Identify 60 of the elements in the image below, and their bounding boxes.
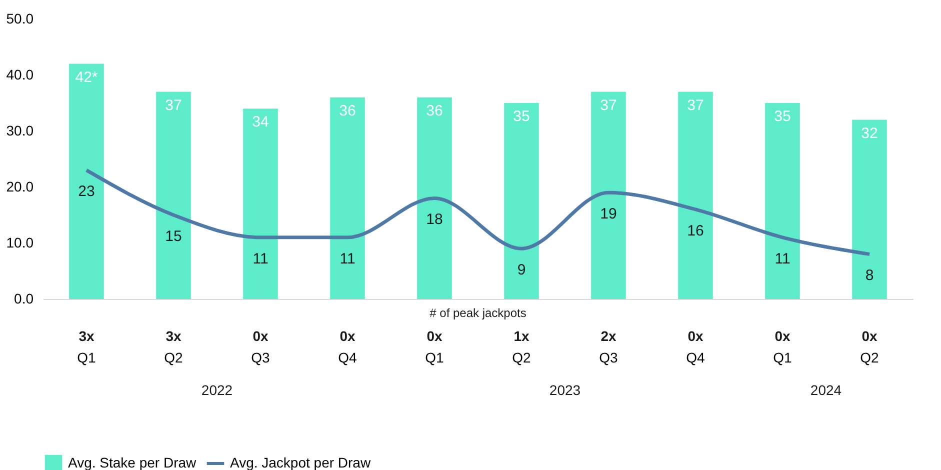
data-label: 34 — [252, 114, 269, 131]
text: # of peak jackpots — [430, 306, 526, 320]
data-label: 35 — [513, 108, 530, 125]
bar — [852, 120, 887, 299]
data-label: 11 — [340, 250, 356, 268]
x-tick-label: Q1 — [425, 350, 444, 366]
bar — [69, 64, 104, 299]
x-tick-label: Q2 — [164, 350, 184, 366]
x-tick-label: Q2 — [860, 350, 880, 366]
data-label: 9 — [517, 262, 526, 279]
text: 2023 — [549, 382, 581, 398]
bar — [243, 108, 278, 299]
text: 0x — [774, 328, 790, 344]
bar — [330, 97, 365, 299]
text: 0x — [426, 328, 442, 344]
y-tick-label: 0.0 — [14, 290, 34, 306]
x-tick-label: Q2 — [512, 350, 532, 366]
data-label: 19 — [600, 206, 617, 223]
x-tick-label: Q1 — [77, 350, 96, 366]
data-label: 37 — [600, 96, 617, 114]
bar — [765, 103, 800, 299]
text: 3x — [78, 328, 94, 344]
data-label: 11 — [252, 250, 268, 268]
y-tick-label: 10.0 — [6, 234, 34, 250]
data-label: 18 — [426, 211, 443, 228]
y-tick-label: 30.0 — [6, 122, 34, 138]
text: 0x — [340, 328, 356, 344]
text: 0x — [252, 328, 268, 344]
data-label: 23 — [78, 183, 95, 200]
text: 0x — [862, 328, 878, 344]
data-label: 15 — [165, 228, 182, 245]
text: 1x — [514, 328, 530, 344]
data-label: 35 — [774, 108, 791, 125]
data-label: 42* — [75, 68, 98, 86]
y-tick-label: 50.0 — [6, 10, 34, 26]
bar — [417, 97, 452, 299]
text: 2022 — [201, 382, 233, 398]
data-label: 36 — [339, 102, 356, 120]
y-tick-label: 40.0 — [6, 66, 34, 82]
x-tick-label: Q4 — [686, 350, 706, 366]
data-label: 36 — [426, 102, 443, 120]
text: 0x — [688, 328, 704, 344]
data-label: 37 — [165, 96, 182, 114]
data-label: 11 — [774, 250, 790, 268]
x-tick-label: Q3 — [599, 350, 618, 366]
bar — [156, 92, 191, 299]
bar — [504, 103, 539, 299]
data-label: 8 — [865, 267, 874, 284]
x-tick-label: Q4 — [338, 350, 358, 366]
data-label: 16 — [687, 222, 704, 240]
text: 2x — [600, 328, 616, 344]
x-tick-label: Q1 — [773, 350, 792, 366]
y-tick-label: 20.0 — [6, 178, 34, 194]
bar — [678, 92, 713, 299]
bar — [591, 92, 626, 299]
data-label: 37 — [687, 96, 704, 114]
text: 2024 — [810, 382, 842, 398]
x-tick-label: Q3 — [251, 350, 270, 366]
data-label: 32 — [861, 124, 878, 142]
text: 3x — [166, 328, 182, 344]
